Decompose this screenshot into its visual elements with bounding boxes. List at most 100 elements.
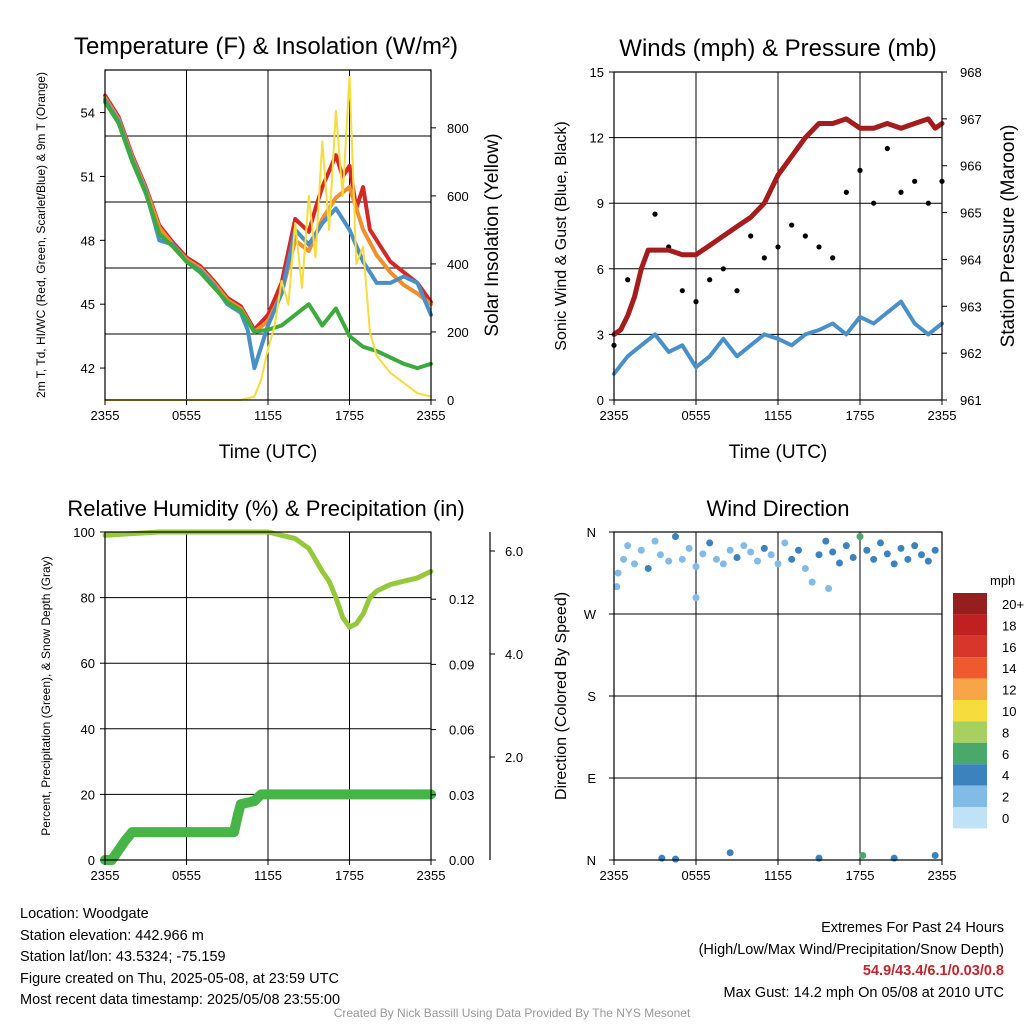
wdir-title: Wind Direction (706, 496, 849, 521)
wdir-point (863, 546, 871, 554)
wind-ytick-right-label: 964 (960, 252, 982, 267)
wind-gust-point (748, 233, 754, 239)
wdir-point (620, 555, 628, 563)
wdir-point (740, 542, 748, 550)
rh-ytick-label: 100 (73, 525, 95, 540)
wdir-legend-label: 12 (1002, 683, 1016, 698)
wdir-point (815, 551, 823, 559)
wdir-legend-label: 4 (1002, 768, 1009, 783)
wdir-point (788, 555, 796, 563)
wdir-legend-swatch (953, 807, 987, 829)
wdir-point (726, 546, 734, 554)
wdir-point (931, 546, 939, 554)
wdir-point (754, 557, 761, 565)
wdir-ytick-label: W (584, 607, 597, 622)
wind-ytick-right-label: 966 (960, 159, 982, 174)
wdir-xtick-label: 1755 (846, 868, 875, 883)
wind-series-pressure (611, 116, 945, 337)
extremes-subtitle: (High/Low/Max Wind/Precipitation/Snow De… (698, 941, 1004, 958)
wind-gust-point (679, 288, 685, 294)
wdir-ytick-label: N (587, 853, 596, 868)
wdir-point (774, 560, 782, 568)
temp-xlabel: Time (UTC) (219, 442, 318, 463)
rh-ytick-label: 80 (81, 591, 95, 606)
wdir-point (931, 851, 939, 859)
wdir-point (685, 544, 693, 552)
wdir-legend-swatch (953, 678, 987, 700)
wdir-legend-swatch (953, 593, 987, 615)
wind-ylabel: Sonic Wind & Gust (Blue, Black) (553, 121, 570, 350)
max-gust-text: Max Gust: 14.2 mph On 05/08 at 2010 UTC (723, 984, 1004, 1001)
wdir-point (904, 555, 912, 563)
wdir-point (614, 569, 622, 577)
wdir-point (678, 555, 686, 563)
wdir-point (822, 537, 830, 545)
wdir-xtick-label: 0555 (682, 868, 711, 883)
wdir-legend-label: 0 (1002, 811, 1009, 826)
temp-title: Temperature (F) & Insolation (W/m²) (74, 33, 458, 60)
wdir-point (747, 548, 755, 556)
wdir-point (665, 557, 673, 565)
wdir-point (897, 544, 905, 552)
temp-ytick-label: 42 (81, 361, 95, 376)
wind-ytick-right-label: 965 (960, 206, 982, 221)
wdir-point (656, 551, 664, 559)
wdir-ytick-label: S (587, 689, 596, 704)
wind-gust-point (925, 200, 931, 206)
extremes-values: 54.9/43.4/6.1/0.03/0.8 (862, 963, 1004, 979)
temp-ytick-right-label: 200 (447, 325, 469, 340)
wdir-point (651, 537, 659, 545)
wind-gust-point (652, 211, 658, 217)
wind-ytick-label: 9 (597, 196, 604, 211)
wdir-point (890, 560, 898, 568)
wind-xtick-label: 0555 (682, 408, 711, 423)
wdir-point (856, 533, 864, 541)
rh-ytick-label: 0 (88, 853, 95, 868)
wdir-point (644, 564, 652, 572)
recent-data-text: Most recent data timestamp: 2025/05/08 2… (20, 992, 341, 1008)
wind-gust-point (816, 244, 822, 250)
temp-ytick-label: 48 (81, 233, 95, 248)
rh-xtick-label: 2355 (417, 868, 446, 883)
wdir-point (849, 554, 857, 562)
temp-ytick-label: 45 (81, 297, 95, 312)
rh-precip-tick-label: 0.09 (449, 657, 474, 672)
temp-ylabel: 2m T, Td, HI/WC (Red, Green, Scarlet/Blu… (34, 72, 48, 398)
wdir-point (829, 548, 837, 556)
wind-gust-point (871, 200, 877, 206)
wind-gust-point (720, 266, 726, 272)
wdir-point (706, 539, 714, 547)
wdir-legend-label: 10 (1002, 704, 1016, 719)
rh-xtick-label: 2355 (91, 868, 120, 883)
wind-gust-point (761, 255, 767, 261)
wdir-point (890, 854, 898, 862)
wind-ylabel-right: Station Pressure (Maroon) (998, 125, 1019, 348)
rh-xtick-label: 0555 (172, 868, 201, 883)
wdir-point (631, 560, 638, 568)
temp-ytick-right-label: 800 (447, 121, 469, 136)
wdir-point (859, 851, 867, 859)
wdir-point (733, 554, 741, 562)
rh-ytick-label: 20 (81, 787, 95, 802)
rh-snow-tick-label: 6.0 (505, 544, 523, 559)
wind-gust-point (898, 189, 904, 195)
wind-gust-point (707, 277, 713, 283)
wdir-point (658, 854, 666, 862)
rh-precip-tick-label: 0.06 (449, 723, 474, 738)
wdir-legend-swatch (953, 614, 987, 636)
temp-xtick-label: 2355 (91, 408, 120, 423)
wdir-point (613, 583, 621, 591)
elevation-text: Station elevation: 442.966 m (20, 927, 204, 944)
wdir-point (699, 550, 707, 558)
wind-gust-point (734, 288, 740, 294)
wind-xtick-label: 2355 (928, 408, 957, 423)
wdir-point (767, 551, 775, 559)
temp-xtick-label: 1155 (254, 408, 282, 423)
wind-xtick-label: 1155 (764, 408, 792, 423)
wdir-point (801, 564, 809, 572)
wdir-point (815, 854, 823, 862)
wind-gust-point (843, 189, 849, 195)
location-text: Location: Woodgate (20, 906, 149, 922)
wdir-xtick-label: 1155 (764, 868, 792, 883)
wind-ytick-label: 12 (590, 131, 604, 146)
